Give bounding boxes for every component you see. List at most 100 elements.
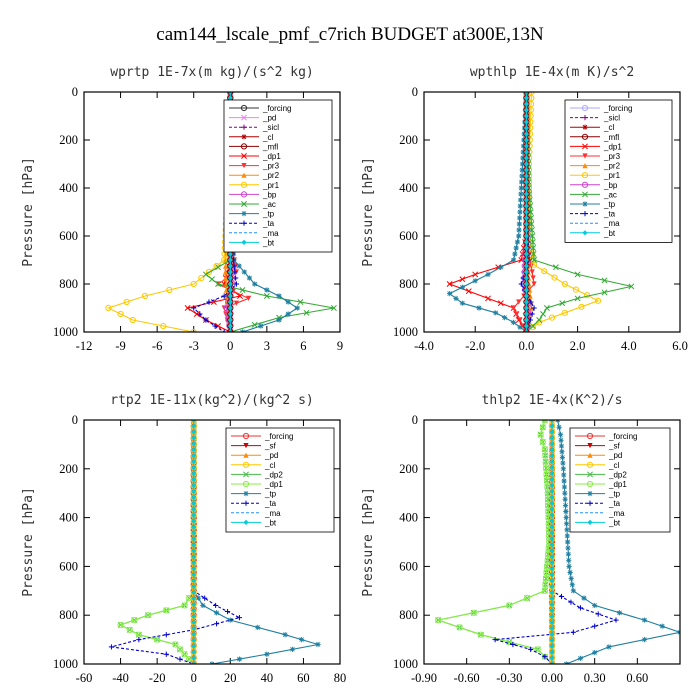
data-point-tp (236, 656, 243, 662)
data-point-tp (520, 149, 526, 155)
data-point-bt (523, 161, 529, 167)
data-point-bt (549, 429, 555, 435)
data-point-tp (641, 637, 648, 643)
legend-marker (243, 452, 249, 458)
data-point-bt (549, 601, 555, 608)
data-point-bt (549, 482, 555, 489)
data-point-tp (516, 227, 522, 233)
legend-label: _tp (264, 490, 277, 499)
data-point-bt (191, 423, 197, 429)
data-point-ac (215, 264, 222, 271)
x-tick-label: 9 (337, 339, 343, 353)
x-tick-label: -0.90 (411, 671, 437, 685)
legend-box (564, 99, 673, 243)
legend-label: _sf (264, 442, 276, 451)
data-point-bt (523, 137, 529, 143)
legend-label: _pr1 (262, 181, 280, 190)
data-point-tp (558, 443, 565, 449)
legend-marker (581, 172, 589, 179)
data-point-pr3 (517, 317, 523, 323)
data-point-bt (549, 530, 555, 536)
data-point-ac (215, 281, 222, 287)
data-point-pr1 (221, 256, 228, 264)
data-point-ta (529, 311, 535, 317)
data-point-tp (557, 432, 564, 438)
y-tick-label: 400 (399, 511, 418, 525)
data-point-tp (518, 185, 524, 191)
legend-marker (581, 181, 589, 188)
data-point-bt (191, 524, 197, 530)
data-point-bt (523, 221, 529, 227)
data-point-ta (492, 637, 498, 643)
data-point-bt (549, 488, 555, 495)
data-point-tp (519, 179, 525, 185)
data-point-bt (191, 637, 197, 643)
data-point-dp1 (117, 621, 124, 629)
data-point-tp (514, 239, 521, 245)
data-point-bt (191, 459, 197, 465)
data-point-bt (227, 275, 233, 281)
legend-label: _ma (264, 509, 281, 518)
legend-label: _dp1 (264, 480, 283, 489)
data-point-pr1 (561, 280, 568, 288)
legend-label: _dp1 (262, 152, 281, 161)
data-point-dp1 (506, 602, 513, 609)
y-tick-label: 1000 (53, 325, 78, 339)
data-point-dp1 (181, 602, 188, 609)
legend-marker (582, 191, 588, 198)
legend-label: _pr3 (603, 152, 621, 161)
legend-marker (581, 133, 589, 140)
chart-panel-4: thlp2 1E-4x(K^2)/s Pressure [hPa] 0 200 400 6… (361, 393, 681, 685)
y-axis-label: Pressure [hPa] (21, 487, 36, 597)
legend-label: _bt (608, 518, 621, 527)
data-point-ta (197, 311, 203, 317)
data-point-dp1 (435, 616, 442, 624)
data-point-tp (195, 595, 201, 601)
data-point-tp (569, 582, 575, 588)
data-point-bt (191, 447, 197, 453)
x-tick-label: 0.60 (626, 671, 648, 685)
legend-label: _cl (608, 461, 619, 470)
data-point-ta (177, 656, 183, 662)
data-point-tp (519, 173, 525, 179)
data-point-dp1 (485, 295, 491, 302)
data-point-bt (191, 512, 197, 518)
data-point-bt (191, 595, 197, 602)
data-point-pr1 (198, 274, 205, 282)
data-point-tp (570, 588, 576, 594)
data-point-tp (516, 221, 522, 227)
x-tick-label: -12 (76, 339, 93, 353)
chart-panel-3: rtp2 1E-11x(kg^2)/(kg^2 s) Pressure [hPa]… (21, 393, 346, 685)
y-tick-label: 1000 (53, 657, 78, 671)
data-point-tp (513, 245, 519, 251)
data-point-bt (549, 512, 555, 518)
data-point-pr1 (166, 286, 173, 294)
data-point-dp1 (537, 431, 544, 438)
data-point-bt (549, 542, 555, 548)
data-point-dp1 (470, 609, 477, 616)
y-tick-label: 1000 (393, 657, 418, 671)
legend-marker (241, 124, 247, 130)
data-point-bt (549, 536, 555, 542)
data-point-tp (616, 610, 623, 616)
legend-marker (241, 211, 247, 217)
x-tick-label: -20 (149, 671, 166, 685)
legend-label: _tp (603, 200, 616, 209)
data-point-bt (549, 655, 555, 661)
data-point-tp (558, 437, 564, 443)
data-point-bt (523, 245, 529, 251)
data-point-pr3 (531, 281, 537, 287)
x-tick-label: -2.0 (465, 339, 485, 353)
x-tick-label: 80 (334, 671, 347, 685)
data-point-tp (502, 315, 508, 321)
data-point-tp (258, 323, 264, 329)
data-point-tp (493, 310, 499, 316)
data-point-bt (523, 311, 529, 317)
data-point-tp (563, 521, 570, 527)
data-point-ac (574, 271, 581, 278)
data-point-tp (561, 478, 567, 484)
data-point-bt (523, 299, 529, 305)
legend-label: _pd (608, 451, 622, 460)
x-tick-label: -4.0 (414, 339, 434, 353)
data-point-bt (227, 317, 233, 323)
